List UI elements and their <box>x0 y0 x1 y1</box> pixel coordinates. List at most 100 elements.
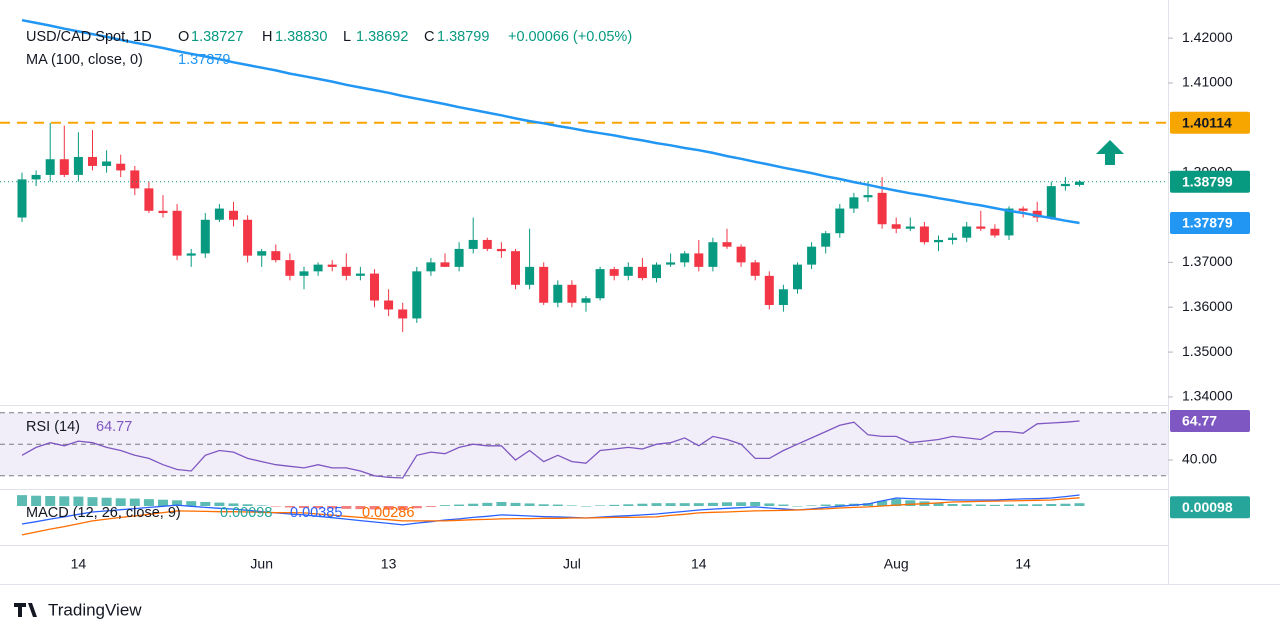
candle-body <box>200 219 210 254</box>
macd-histogram-bar <box>778 504 789 506</box>
macd-histogram-bar <box>623 504 634 506</box>
candle-body <box>102 161 112 166</box>
legend-ma-value: 1.37879 <box>178 52 230 68</box>
candle-body <box>341 266 351 276</box>
candle-body <box>116 163 126 171</box>
candle-body <box>948 237 958 240</box>
macd-histogram-bar <box>341 506 352 509</box>
last-price-label: 1.38799 <box>1182 173 1233 189</box>
macd-histogram-bar <box>468 503 479 506</box>
candle-body <box>158 210 168 214</box>
candle-body <box>990 228 1000 236</box>
macd-price-label-box <box>1170 496 1250 519</box>
candle-body <box>553 284 563 303</box>
macd-histogram-bar <box>1074 503 1085 506</box>
macd-histogram-bar <box>524 503 535 506</box>
legend-hist-value: 0.00098 <box>220 505 272 521</box>
macd-histogram-bar <box>877 500 888 506</box>
candle-body <box>172 210 182 256</box>
candle-body <box>454 248 464 267</box>
macd-histogram-bar <box>299 506 309 508</box>
macd-histogram-bar <box>989 504 1000 506</box>
macd-histogram-bar <box>73 496 84 506</box>
panes <box>0 0 1280 585</box>
macd-histogram-bar <box>482 502 493 506</box>
macd-histogram-bar <box>143 499 154 506</box>
candle-body <box>708 242 718 267</box>
candle-body <box>257 251 267 256</box>
candle-body <box>1004 208 1014 236</box>
macd-histogram-bar <box>17 495 27 506</box>
y-tick-label: 1.35000 <box>1182 343 1233 359</box>
macd-line <box>21 494 1080 526</box>
candle-body <box>1018 208 1028 211</box>
macd-histogram-bar <box>609 504 620 506</box>
legend-macd-value: 0.00385 <box>290 505 342 521</box>
candle-body <box>88 156 97 166</box>
macd-histogram-bar <box>595 505 606 506</box>
candle-body <box>821 233 831 247</box>
candle-body <box>764 275 774 305</box>
candle-body <box>1046 186 1056 218</box>
candle-body <box>370 273 379 301</box>
macd-histogram-bar <box>425 506 436 507</box>
candle-body <box>482 239 492 249</box>
candle-body <box>567 284 577 303</box>
macd-histogram-bar <box>975 504 986 506</box>
rsi-price-label-box <box>1170 409 1250 432</box>
x-tick-label: 14 <box>691 556 707 572</box>
chart-title: USD/CAD Spot, 1D <box>26 29 152 45</box>
candle-body <box>299 271 309 276</box>
candle-body <box>496 248 506 252</box>
logo-mark <box>14 603 37 617</box>
candle-body <box>144 188 154 211</box>
candle-body <box>285 260 295 276</box>
macd-histogram-bar <box>566 505 577 506</box>
candle-body <box>243 219 253 256</box>
up-arrow <box>1096 140 1124 165</box>
macd-histogram-bar <box>397 506 408 510</box>
macd-histogram-bar <box>101 497 112 506</box>
macd-histogram-bar <box>186 501 197 506</box>
legend-macd-name: MACD (12, 26, close, 9) <box>26 505 181 521</box>
macd-histogram-bar <box>214 502 225 506</box>
legend-rsi-name: RSI (14) <box>26 419 80 435</box>
candle-body <box>666 262 676 265</box>
candle-body <box>327 264 337 267</box>
candle-body <box>398 309 408 319</box>
candle-body <box>581 298 591 303</box>
legend-key: O <box>178 29 189 45</box>
candle-body <box>891 224 901 229</box>
macd-histogram-bar <box>1004 504 1014 506</box>
rsi-line <box>21 420 1080 479</box>
candle-body <box>45 159 55 175</box>
macd-histogram-bar <box>552 504 563 506</box>
macd-histogram-bar <box>355 506 366 510</box>
macd-histogram-bar <box>510 502 521 506</box>
candle-body <box>440 262 450 267</box>
macd-histogram-bar <box>496 502 507 506</box>
candle-body <box>652 264 661 279</box>
candle-body <box>919 226 929 243</box>
macd-histogram-bar <box>284 506 295 508</box>
macd-histogram-bar <box>1060 503 1071 506</box>
macd-histogram-bar <box>820 504 831 506</box>
macd-line <box>21 497 1080 536</box>
macd-histogram-bar <box>129 498 140 506</box>
candle-body <box>214 208 224 220</box>
macd-histogram-bar <box>637 503 648 506</box>
brand-logo: TradingView <box>14 600 142 619</box>
macd-histogram-bar <box>891 498 902 506</box>
y-tick-label: 1.37000 <box>1182 253 1233 269</box>
candle-body <box>976 226 986 229</box>
y-tick-label: 1.41000 <box>1182 74 1233 90</box>
macd-histogram-bar <box>440 505 450 506</box>
candle-body <box>1060 183 1070 187</box>
macd-histogram-bar <box>242 504 253 506</box>
candle-body <box>539 266 549 303</box>
candle-body <box>31 174 41 180</box>
macd-histogram-bar <box>961 504 972 506</box>
rsi-price-label: 64.77 <box>1182 413 1217 429</box>
